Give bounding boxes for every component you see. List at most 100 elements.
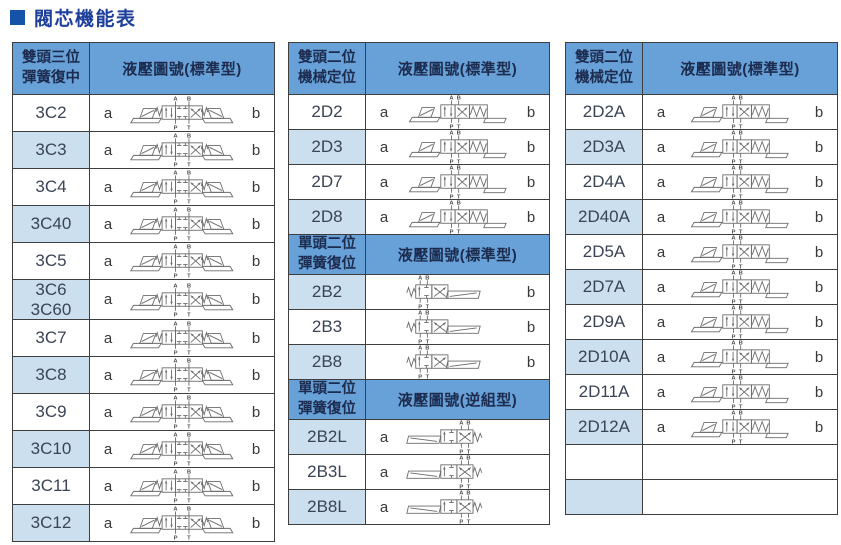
actuator-b-label: b [814,313,824,331]
svg-text:P: P [418,305,422,309]
actuator-a-label: a [379,498,389,516]
actuator-a-label: a [379,173,389,191]
model-code-cell: 3C5 [12,242,90,280]
hydraulic-valve-symbol-3pos: A B P T [130,470,234,503]
actuator-a-label: a [103,440,113,458]
hydraulic-valve-symbol-3pos: A B P T [130,359,234,392]
svg-text:A: A [732,95,737,101]
actuator-b-label: b [251,252,261,270]
svg-text:B: B [187,433,191,439]
model-code-cell [565,479,643,515]
hydraulic-valve-symbol-2pos: A B P T [690,270,789,304]
svg-text:B: B [187,207,191,213]
model-code-cell: 2D2 [288,94,366,130]
actuator-b-label: b [251,440,261,458]
svg-text:P: P [732,195,736,199]
svg-text:A: A [732,235,737,241]
svg-text:T: T [739,265,743,269]
model-code-cell: 2D4A [565,164,643,200]
model-code-cell: 3C9 [12,393,90,432]
actuator-b-label: b [526,103,536,121]
svg-text:A: A [174,170,179,176]
diagram-cell [642,479,838,515]
model-code-cell [565,444,643,480]
svg-text:B: B [187,359,191,365]
svg-text:A: A [732,165,737,171]
model-code-cell: 2D3 [288,129,366,165]
model-code-cell: 2D5A [565,234,643,270]
table-header-row: 單頭二位 彈簧復位 液壓圖號(逆組型) [288,379,550,421]
page-title-row: 閥芯機能表 [10,7,841,30]
svg-text:T: T [425,340,429,344]
svg-text:B: B [187,244,191,250]
svg-text:P: P [732,440,736,444]
svg-text:B: B [425,276,429,282]
svg-text:B: B [739,375,743,381]
svg-text:T: T [457,125,461,129]
svg-text:P: P [174,312,178,316]
svg-text:A: A [174,433,179,439]
svg-text:T: T [425,375,429,379]
model-code-cell: 3C2 [12,94,90,132]
actuator-b-label: b [814,138,824,156]
actuator-b-label: b [814,418,824,436]
svg-text:A: A [459,421,464,427]
svg-text:T: T [187,351,191,355]
table-header-valve-type: 雙頭二位 機械定位 [565,42,643,95]
hydraulic-valve-symbol-2pos: A B P T [690,340,789,374]
svg-text:B: B [739,200,743,206]
svg-text:B: B [456,200,460,206]
svg-text:T: T [466,520,470,524]
svg-text:P: P [174,163,178,167]
hydraulic-valve-symbol-2pos: A B P T [408,95,507,129]
hydraulic-valve-symbol-3pos: A B P T [130,322,234,355]
hydraulic-valve-symbol-2b: A B P T [406,346,481,379]
actuator-b-label: b [814,173,824,191]
svg-text:P: P [449,195,453,199]
table-header-row: 雙頭三位 彈簧復中 液壓圖號(標準型) [12,42,275,95]
svg-text:P: P [174,237,178,241]
svg-text:A: A [174,322,179,328]
table-row: 2B8L a A B P T [288,489,550,526]
svg-text:A: A [174,283,179,289]
svg-text:T: T [187,312,191,316]
svg-text:T: T [739,230,743,234]
actuator-b-label: b [814,278,824,296]
svg-text:B: B [739,305,743,311]
model-code-cell: 2D10A [565,339,643,375]
svg-text:P: P [449,125,453,129]
hydraulic-valve-symbol-2pos: A B P T [408,130,507,164]
hydraulic-valve-symbol-3pos: A B P T [130,207,234,241]
svg-text:B: B [739,410,743,416]
